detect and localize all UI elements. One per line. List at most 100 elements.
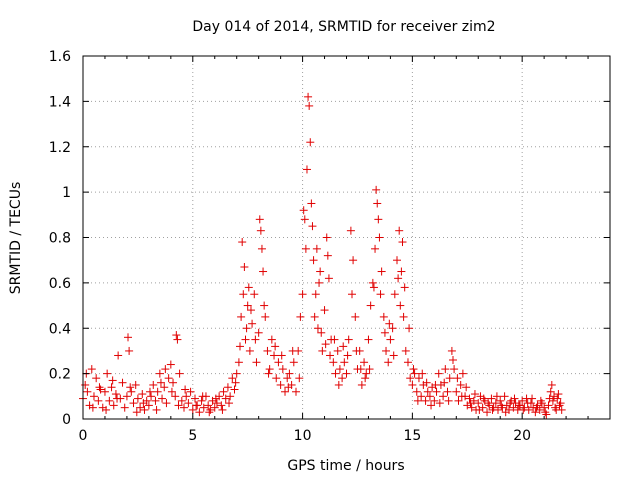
data-point [180,403,189,412]
data-point [551,403,560,412]
data-point [470,390,479,399]
data-point [405,324,414,333]
data-point [382,346,391,355]
data-point [118,378,127,387]
data-point [160,383,169,392]
x-tick-label: 15 [403,428,421,444]
data-point [276,380,285,389]
data-point [537,399,546,408]
data-point [260,301,269,310]
data-point [248,319,257,328]
data-point [376,290,385,299]
data-point [240,262,249,271]
data-point [450,365,459,374]
data-point [153,387,162,396]
data-point [379,312,388,321]
data-point [432,387,441,396]
data-point [307,199,316,208]
data-point [372,185,381,194]
data-point [242,324,251,333]
data-point [320,306,329,315]
data-point [109,401,118,410]
data-point [317,328,326,337]
data-point [114,351,123,360]
data-point [186,387,195,396]
data-point [500,392,509,401]
data-point [166,360,175,369]
data-point [401,346,410,355]
data-point [167,387,176,396]
data-point [389,351,398,360]
data-point [274,358,283,367]
y-axis: 0 0.2 0.4 0.6 0.8 1 1.2 1.4 1.6 [49,49,610,428]
data-point [427,401,436,410]
data-point [295,374,304,383]
data-point [302,165,311,174]
data-point [380,328,389,337]
data-point [83,387,92,396]
x-tick-label: 10 [294,428,312,444]
data-point [483,408,492,417]
data-point [298,290,307,299]
data-point [226,392,235,401]
data-point [550,392,559,401]
data-point [304,92,313,101]
data-point [283,374,292,383]
data-point [234,358,243,367]
grid-lines [83,56,610,419]
data-point [423,387,432,396]
data-point [271,342,280,351]
data-point [129,399,138,408]
data-point [542,410,551,419]
data-point [368,278,377,287]
data-point [452,387,461,396]
data-point [487,394,496,403]
data-points [79,92,566,419]
data-point [497,401,506,410]
data-point [236,342,245,351]
data-point [361,374,370,383]
data-point [254,328,263,337]
data-point [418,369,427,378]
data-point [291,387,300,396]
y-tick-label: 1.6 [49,49,71,65]
data-point [155,369,164,378]
data-point [306,138,315,147]
data-point [89,392,98,401]
data-point [175,369,184,378]
data-point [540,403,549,412]
data-point [100,387,109,396]
data-point [554,390,563,399]
data-point [259,267,268,276]
data-point [149,380,158,389]
data-point [231,378,240,387]
data-point [305,101,314,110]
data-point [217,401,226,410]
data-point [346,226,355,235]
data-point [299,206,308,215]
data-point [400,283,409,292]
data-point [390,290,399,299]
data-point [532,403,541,412]
data-point [339,342,348,351]
data-point [360,358,369,367]
data-point [435,399,444,408]
data-point [410,369,419,378]
data-point [399,312,408,321]
data-point [251,335,260,344]
data-point [255,215,264,224]
data-point [403,358,412,367]
data-point [445,374,454,383]
data-point [398,238,407,247]
data-point [238,238,247,247]
data-point [338,374,347,383]
data-point [484,399,493,408]
data-point [105,396,114,405]
data-point [211,394,220,403]
data-point [281,387,290,396]
data-point [133,394,142,403]
data-point [546,387,555,396]
data-point [172,331,181,340]
data-point [447,346,456,355]
data-point [365,365,374,374]
